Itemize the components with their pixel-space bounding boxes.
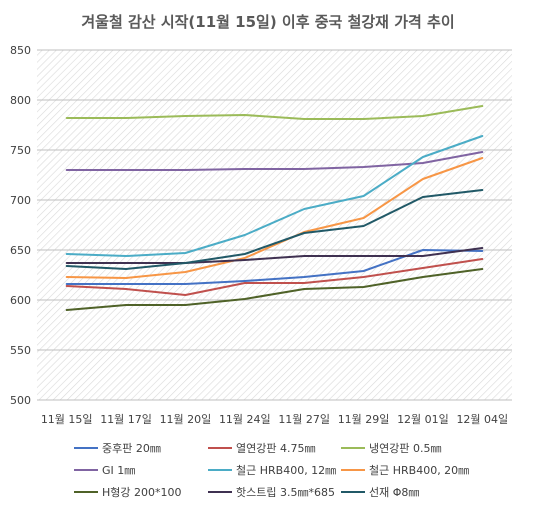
x-tick-label: 12월 04일 [456, 412, 508, 426]
x-tick-label: 11월 24일 [219, 412, 271, 426]
series-lines [65, 105, 484, 311]
x-axis: 11월 15일 11월 17일 11월 20일 11월 24일 11월 27일 11월 2… [41, 412, 508, 426]
legend-label: GI 1㎜ [102, 464, 135, 477]
gridlines [37, 49, 512, 401]
legend-label: 핫스트립 3.5㎜*685 [236, 486, 335, 499]
x-tick-label: 11월 15일 [41, 412, 93, 426]
series-line-1 [65, 249, 484, 285]
y-tick-label: 800 [10, 94, 31, 107]
series-line-3 [65, 105, 484, 120]
x-tick-label: 11월 29일 [338, 412, 390, 426]
legend-label: 철근 HRB400, 20㎜ [369, 464, 469, 477]
y-tick-label: 600 [10, 294, 31, 307]
y-tick-label: 850 [10, 44, 31, 57]
legend: 중후판 20㎜ 열연강판 4.75㎜ 냉연강판 0.5㎜ GI 1㎜ 철근 HRB400… [74, 442, 469, 499]
y-axis: 500 550 600 650 700 750 800 850 [10, 44, 31, 407]
legend-label: 선재 Φ8㎜ [369, 486, 419, 499]
series-line-8 [65, 247, 484, 264]
y-tick-label: 550 [10, 344, 31, 357]
series-line-7 [65, 268, 484, 311]
legend-label: 중후판 20㎜ [102, 442, 161, 455]
series-line-5 [65, 135, 484, 257]
x-tick-label: 12월 01일 [397, 412, 449, 426]
series-line-2 [65, 258, 484, 296]
legend-label: 열연강판 4.75㎜ [236, 442, 315, 455]
legend-label: H형강 200*100 [102, 486, 182, 499]
y-tick-label: 700 [10, 194, 31, 207]
y-tick-label: 650 [10, 244, 31, 257]
series-line-6 [65, 157, 484, 279]
x-tick-label: 11월 20일 [160, 412, 212, 426]
chart-title: 겨울철 감산 시작(11월 15일) 이후 중국 철강재 가격 추이 [81, 13, 454, 31]
x-tick-label: 11월 27일 [278, 412, 330, 426]
legend-label: 냉연강판 0.5㎜ [369, 442, 441, 455]
legend-label: 철근 HRB400, 12㎜ [236, 464, 336, 477]
plot-area [37, 50, 512, 400]
y-tick-label: 500 [10, 394, 31, 407]
x-tick-label: 11월 17일 [100, 412, 152, 426]
series-line-9 [65, 189, 484, 270]
y-tick-label: 750 [10, 144, 31, 157]
